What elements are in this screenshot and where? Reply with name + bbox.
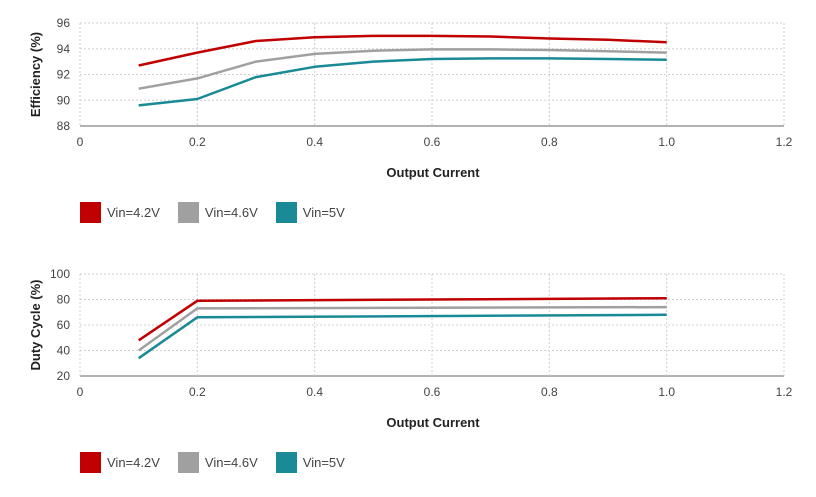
legend-item[interactable]: Vin=4.2V <box>80 452 160 473</box>
y-tick-label: 60 <box>57 318 71 332</box>
legend-label: Vin=4.2V <box>107 205 160 220</box>
series-line <box>137 313 667 360</box>
x-axis-title: Output Current <box>386 415 480 430</box>
x-tick-label: 0.8 <box>541 135 558 149</box>
duty-cycle-legend: Vin=4.2V Vin=4.6V Vin=5V <box>80 452 345 473</box>
legend-item[interactable]: Vin=4.6V <box>177 452 258 473</box>
legend-label: Vin=5V <box>302 205 345 220</box>
y-tick-label: 40 <box>57 344 71 358</box>
y-tick-label: 94 <box>57 42 71 56</box>
x-tick-label: 0.4 <box>306 135 323 149</box>
x-tick-label: 1.2 <box>776 135 793 149</box>
efficiency-plot: 88 90 92 94 96 0 0.2 0.4 0.6 0.8 1.0 1.2 Output Curr… <box>28 16 793 180</box>
series-line <box>137 305 667 352</box>
y-tick-label: 100 <box>50 267 70 281</box>
legend-swatch <box>177 452 199 473</box>
legend-swatch <box>80 452 101 473</box>
x-tick-label: 0 <box>77 385 84 399</box>
series-line <box>138 34 667 67</box>
y-axis-title: Duty Cycle (%) <box>28 279 43 370</box>
legend-swatch <box>275 202 297 223</box>
legend-item[interactable]: Vin=4.6V <box>177 202 258 223</box>
y-tick-label: 92 <box>57 68 71 82</box>
series-line <box>138 57 667 107</box>
legend-swatch <box>177 202 199 223</box>
legend-label: Vin=4.6V <box>204 455 258 470</box>
x-tick-label: 1.0 <box>658 135 675 149</box>
legend-item[interactable]: Vin=5V <box>275 202 345 223</box>
x-tick-label: 0.8 <box>541 385 558 399</box>
y-tick-label: 90 <box>57 93 71 107</box>
x-tick-label: 0.2 <box>189 135 206 149</box>
x-tick-label: 0 <box>77 135 84 149</box>
x-tick-label: 0.2 <box>189 385 206 399</box>
legend-label: Vin=4.2V <box>107 455 160 470</box>
legend-item[interactable]: Vin=5V <box>275 452 345 473</box>
duty-cycle-plot: 20 40 60 80 100 0 0.2 0.4 0.6 0.8 1.0 1.2 Output Cur… <box>28 267 793 430</box>
legend-swatch <box>80 202 101 223</box>
x-tick-label: 0.6 <box>424 385 441 399</box>
y-tick-label: 20 <box>57 369 71 383</box>
series-line <box>138 296 667 342</box>
x-tick-label: 0.6 <box>424 135 441 149</box>
series-line <box>138 48 667 90</box>
legend-swatch <box>275 452 297 473</box>
x-tick-label: 0.4 <box>306 385 323 399</box>
legend-label: Vin=4.6V <box>204 205 258 220</box>
legend-item[interactable]: Vin=4.2V <box>80 202 160 223</box>
y-axis-title: Efficiency (%) <box>28 32 43 117</box>
y-tick-label: 80 <box>57 293 71 307</box>
legend-label: Vin=5V <box>302 455 345 470</box>
x-axis-title: Output Current <box>386 165 480 180</box>
efficiency-legend: Vin=4.2V Vin=4.6V Vin=5V <box>80 202 345 223</box>
efficiency-chart: 88 90 92 94 96 0 0.2 0.4 0.6 0.8 1.0 1.2 Output Curr… <box>28 16 793 223</box>
x-tick-label: 1.0 <box>658 385 675 399</box>
x-tick-label: 1.2 <box>776 385 793 399</box>
y-tick-label: 96 <box>57 16 71 30</box>
duty-cycle-chart: 20 40 60 80 100 0 0.2 0.4 0.6 0.8 1.0 1.2 Output Cur… <box>0 250 816 497</box>
y-tick-label: 88 <box>57 119 71 133</box>
